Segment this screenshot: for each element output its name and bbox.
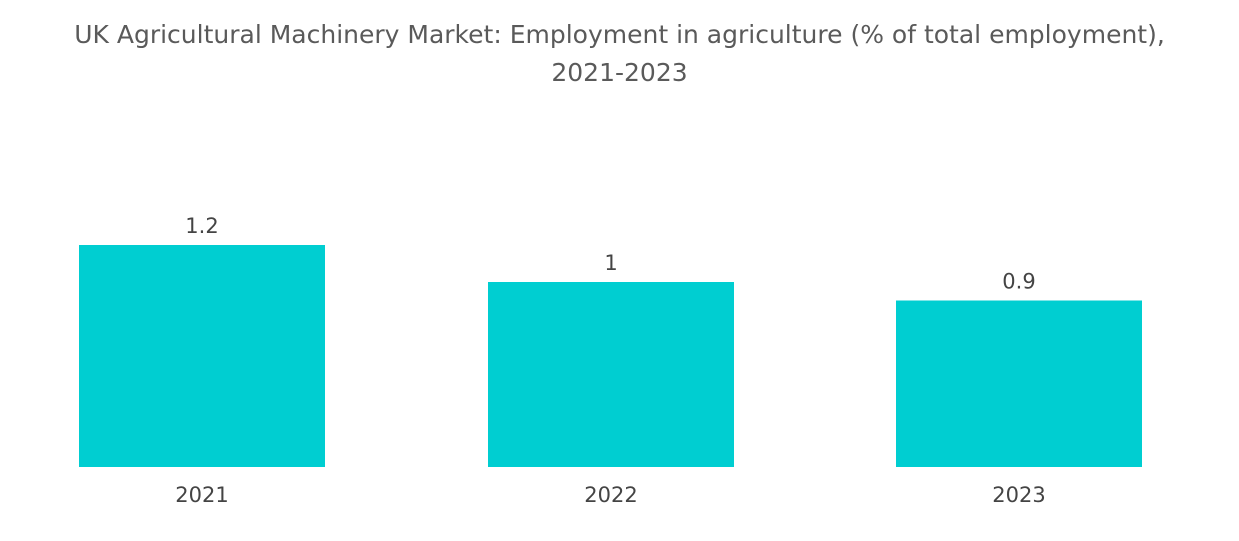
x-tick-label-2021: 2021 <box>175 483 228 507</box>
x-tick-label-2022: 2022 <box>584 483 637 507</box>
bar-2023 <box>896 300 1142 467</box>
x-tick-label-2023: 2023 <box>992 483 1045 507</box>
data-label-2023: 0.9 <box>1002 270 1035 294</box>
data-label-2022: 1 <box>604 251 617 275</box>
bar-2022 <box>488 282 734 467</box>
chart-title-line-1: UK Agricultural Machinery Market: Employ… <box>74 20 1165 49</box>
chart-title-line-2: 2021-2023 <box>551 58 688 87</box>
bar-2021 <box>79 245 325 467</box>
chart-title: UK Agricultural Machinery Market: Employ… <box>0 16 1239 92</box>
data-label-2021: 1.2 <box>185 214 218 238</box>
